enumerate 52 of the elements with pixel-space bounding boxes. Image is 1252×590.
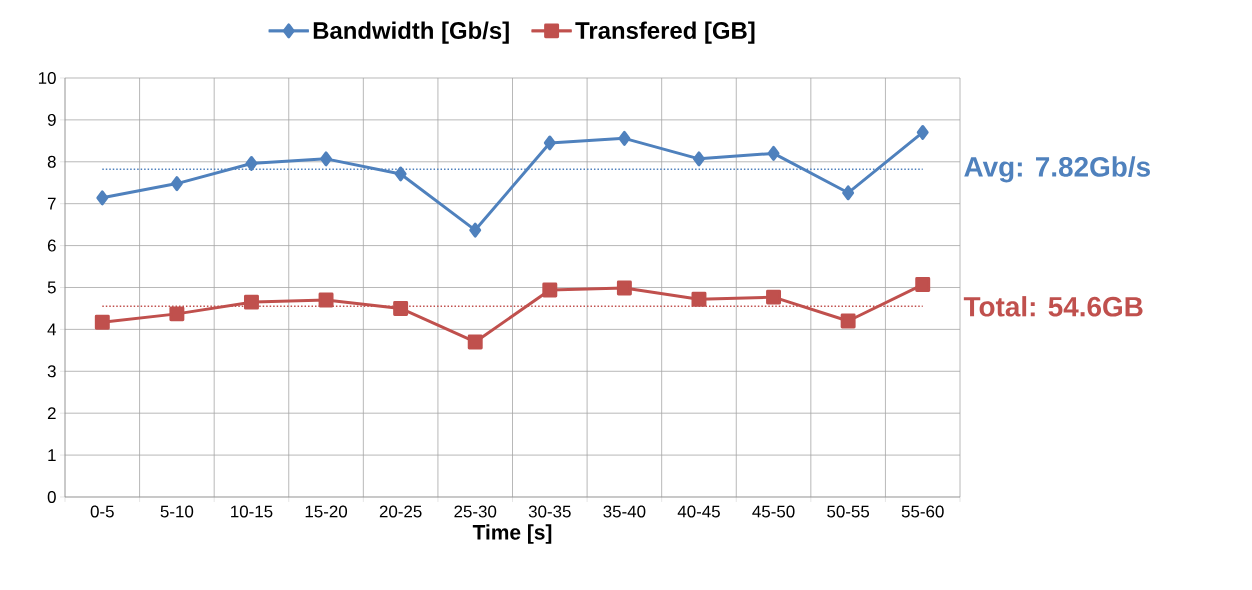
ref-line-label: Avg: 7.82Gb/s xyxy=(964,156,1150,183)
point xyxy=(840,313,856,329)
point xyxy=(916,124,929,140)
point xyxy=(767,145,780,161)
x-tick-label: 30-35 xyxy=(528,505,571,518)
point xyxy=(915,277,931,293)
x-tick-label: 55-60 xyxy=(901,505,944,518)
point xyxy=(691,291,707,307)
y-tick-label: 5 xyxy=(47,281,56,294)
point xyxy=(469,222,482,238)
point xyxy=(692,151,705,167)
y-tick-label: 8 xyxy=(47,155,56,168)
point xyxy=(542,282,558,298)
x-tick-label: 15-20 xyxy=(305,505,348,518)
x-tick-label: 40-45 xyxy=(677,505,720,518)
y-tick-label: 0 xyxy=(47,490,56,503)
point xyxy=(467,334,483,350)
point xyxy=(394,166,407,182)
point xyxy=(243,294,259,310)
x-axis-title: Time [s] xyxy=(472,524,552,544)
point xyxy=(618,130,631,146)
point xyxy=(169,306,185,322)
y-tick-label: 1 xyxy=(48,449,56,461)
x-tick-label: 0-5 xyxy=(90,505,114,518)
x-tick-label: 20-25 xyxy=(379,505,422,518)
point xyxy=(170,176,183,192)
legend-label: Bandwidth [Gb/s] xyxy=(313,21,509,44)
point xyxy=(842,185,855,201)
x-tick-label: 35-40 xyxy=(603,505,646,518)
y-tick-label: 10 xyxy=(38,71,56,84)
text: Total: 54.6GB xyxy=(963,296,1143,317)
point xyxy=(245,155,258,171)
point xyxy=(393,300,409,316)
point xyxy=(766,289,782,305)
y-tick-label: 2 xyxy=(47,407,56,420)
legend-label: Transfered [GB] xyxy=(575,21,755,44)
point xyxy=(96,190,109,206)
y-tick-label: 7 xyxy=(47,197,56,210)
point xyxy=(94,314,110,330)
x-tick-label: 45-50 xyxy=(752,505,795,518)
y-tick-label: 4 xyxy=(47,323,56,336)
x-tick-label: 50-55 xyxy=(827,505,870,518)
x-tick-label: 5-10 xyxy=(160,505,194,518)
x-tick-label: 25-30 xyxy=(454,505,497,518)
y-tick-label: 3 xyxy=(47,365,56,378)
point xyxy=(616,280,632,296)
y-tick-label: 6 xyxy=(47,239,56,252)
point xyxy=(320,151,333,167)
y-tick-label: 9 xyxy=(47,113,56,126)
x-tick-label: 10-15 xyxy=(231,505,273,518)
point xyxy=(318,292,334,308)
point xyxy=(543,135,556,151)
